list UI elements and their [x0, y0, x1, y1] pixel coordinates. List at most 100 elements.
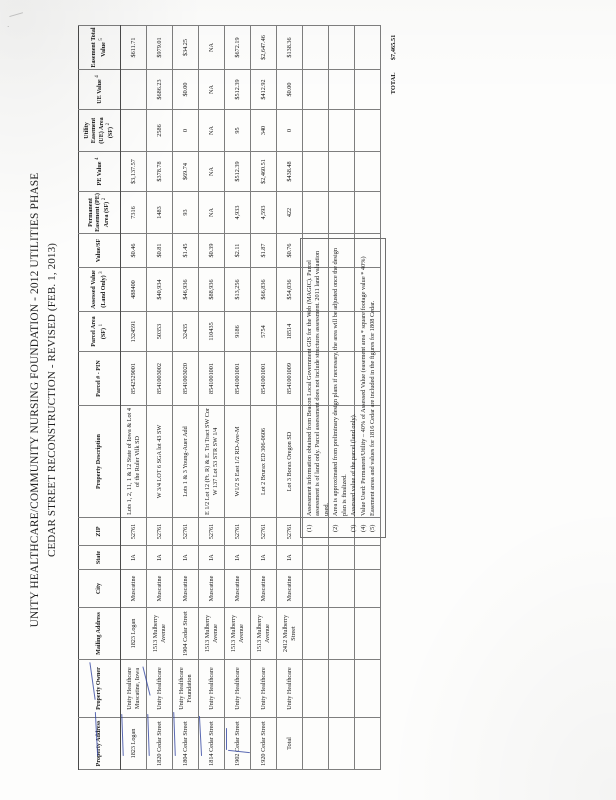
cell-pe-area: 4,593 [250, 191, 277, 234]
col-header-zip: ZIP [78, 517, 121, 546]
cell-property-owner: Unity Healthcare Muscatine, Iowa [120, 659, 147, 718]
total-row-spacer [381, 110, 407, 152]
footnote-marker: (1) [306, 524, 313, 532]
total-label: TOTAL [390, 72, 398, 95]
cell-easement-total: $672.19 [224, 25, 251, 70]
cell-assessed-value: $88,936 [198, 267, 225, 312]
footnote-marker: (2) [332, 524, 340, 532]
cell-zip: 52761 [198, 517, 225, 546]
cell-city: Muscatine [198, 569, 225, 608]
cell-parcel-pin: 8541003002 [146, 351, 173, 406]
cell-easement-total: $611.71 [120, 25, 147, 70]
cell-assessed-value: $54,036 [276, 267, 303, 312]
col-header-property-address: Property Address [78, 717, 121, 770]
cell-pe-area: 422 [276, 191, 303, 234]
cell-pe-value: $3,137.57 [120, 151, 147, 192]
cell-property-owner: Unity Healthcare Foundation [172, 659, 199, 718]
total-row-spacer [381, 718, 407, 770]
cell-pe-value: $378.78 [146, 151, 173, 192]
cell-parcel-pin: 8541001009 [276, 351, 303, 406]
cell-empty [354, 191, 381, 234]
col-header-property-owner: Property Owner [78, 659, 121, 718]
cell-value-per-sf: $0.76 [276, 233, 303, 268]
cell-ue-area: 2586 [146, 109, 173, 152]
cell-city: Muscatine [224, 569, 251, 608]
cell-empty [328, 25, 355, 70]
cell-parcel-area: 9186 [224, 311, 251, 352]
cell-empty [354, 607, 381, 660]
cell-empty [302, 151, 329, 192]
footnote-text: Assessed value of the parcel (land only)… [350, 413, 358, 516]
col-header-ue-area: Utility Easement (UE) Area (SF) 2 [78, 109, 121, 152]
cell-zip: 52761 [120, 517, 147, 546]
cell-mailing-address: 2412 Mulberry Street [276, 607, 303, 660]
cell-property-description: W1/2 S East 1/2 RD-Ave-M [224, 405, 251, 518]
cell-empty [354, 25, 381, 70]
total-row-spacer [381, 192, 407, 234]
col-header-pe-area: Permanent Easement (PE) Area (SF) 2 [78, 191, 121, 234]
col-header-city: City [78, 569, 121, 608]
cell-pe-area: 4,933 [224, 191, 251, 234]
cell-parcel-area: 1324591 [120, 311, 147, 352]
cell-ue-value: NA [198, 69, 225, 110]
cell-property-description: Lots 1 & 3 Young-Auer Add [172, 405, 199, 518]
cell-state: IA [224, 545, 251, 570]
cell-empty [302, 69, 329, 110]
footnote-item: (1) Assessment information obtained from … [306, 245, 331, 532]
cell-property-owner: Unity Healthcare [198, 659, 225, 718]
cell-value-per-sf: $0.46 [120, 233, 147, 268]
cell-city: Muscatine [172, 569, 199, 608]
col-header-pe-value: PE Value 4 [78, 151, 121, 192]
total-row-spacer [381, 546, 407, 570]
cell-assessed-value: $46,936 [172, 267, 199, 312]
cell-easement-total: NA [198, 25, 225, 70]
col-header-state: State [78, 545, 121, 570]
cell-empty [328, 151, 355, 192]
total-row-spacer [381, 608, 407, 660]
cell-ue-value: $686.23 [146, 69, 173, 110]
cell-parcel-pin: 8541003020 [172, 351, 199, 406]
cell-ue-area: 340 [250, 109, 277, 152]
cell-parcel-area: 110435 [198, 311, 225, 352]
cell-city: Muscatine [146, 569, 173, 608]
col-header-mailing-address: Mailing Address [78, 607, 121, 660]
col-header-parcel-pin: Parcel # - PIN [78, 351, 121, 406]
cell-empty [302, 659, 329, 718]
footnote-marker: (3) [350, 524, 358, 532]
cell-easement-total: $2,647.46 [250, 25, 277, 70]
footnotes-list: (1) Assessment information obtained from … [306, 245, 378, 532]
footnote-text: Easement areas and values for 1816 Cedar… [369, 300, 377, 516]
cell-mailing-address: 1904 Cedar Street [172, 607, 199, 660]
cell-empty [328, 191, 355, 234]
cell-state: IA [198, 545, 225, 570]
cell-empty [354, 109, 381, 152]
cell-mailing-address: 1823 Logan [120, 607, 147, 660]
cell-pe-value: $2,460.51 [250, 151, 277, 192]
total-row-spacer [381, 660, 407, 718]
total-row-spacer [381, 570, 407, 608]
footnote-marker: (4) [359, 524, 367, 532]
cell-parcel-pin: 8542529001 [120, 351, 147, 406]
cell-easement-total: $34.25 [172, 25, 199, 70]
cell-empty [354, 69, 381, 110]
cell-state: IA [146, 545, 173, 570]
cell-zip: 52761 [224, 517, 251, 546]
cell-empty [302, 109, 329, 152]
cell-property-description: W 3/4 LOT 6 SGA lot 43 SW [146, 405, 173, 518]
document-title-line-2: CEDAR STREET RECONSTRUCTION - REVISED (F… [46, 242, 59, 558]
table-row: 1823 Logan Unity Healthcare Muscatine, Io… [120, 25, 147, 770]
footnote-ref-parcel-area: 1 [98, 323, 104, 327]
cell-state: IA [276, 545, 303, 570]
footnote-text: Value Used: Permanent/Utility – 40% of A… [359, 256, 367, 516]
cell-empty [354, 151, 381, 192]
cell-property-address: 1814 Cedar Street [198, 717, 225, 770]
col-header-value-per-sf: Value/SF [78, 233, 121, 268]
cell-empty [302, 191, 329, 234]
footnote-text: Area is approximated from preliminary de… [332, 248, 348, 516]
footnote-text: Assessment information obtained from Bea… [306, 250, 330, 516]
footnote-ref-pe-value: 4 [95, 157, 101, 161]
cell-property-owner: Unity Healthcare [146, 659, 173, 718]
cell-empty [328, 109, 355, 152]
table-row: 1814 Cedar Street Unity Healthcare 1513 Mu… [198, 25, 225, 770]
footnote-item: (4) Value Used: Permanent/Utility – 40% o… [360, 245, 368, 532]
